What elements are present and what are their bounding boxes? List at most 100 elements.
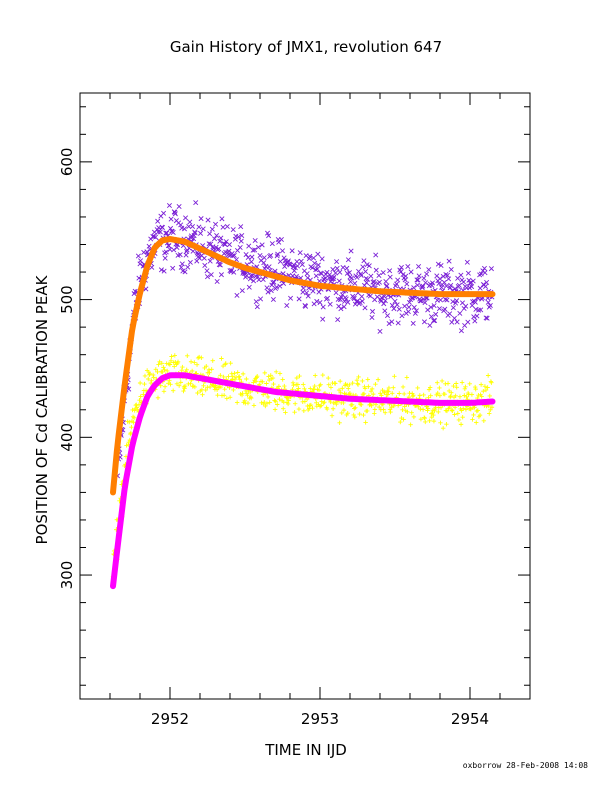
- series-1-point: [439, 378, 445, 384]
- series-0-point: [250, 247, 256, 253]
- series-0-point: [394, 302, 400, 308]
- series-1-point: [400, 384, 406, 390]
- series-0-point: [190, 248, 196, 254]
- series-1-point: [131, 415, 137, 420]
- series-1-point: [188, 359, 194, 364]
- series-0-point: [239, 288, 245, 294]
- series-0-point: [237, 244, 243, 250]
- series-1-point: [345, 411, 350, 416]
- series-0-point: [484, 279, 490, 285]
- series-0-point: [384, 283, 390, 289]
- series-1-point: [267, 400, 272, 405]
- series-1-point: [437, 393, 443, 398]
- series-0-point: [458, 272, 464, 278]
- series-0-point: [405, 263, 411, 269]
- series-1-point: [150, 372, 156, 378]
- series-0-point: [178, 264, 184, 270]
- series-0-point: [428, 304, 434, 310]
- x-tick-label: 2953: [301, 710, 339, 728]
- series-1-point: [209, 367, 214, 372]
- series-0-point: [312, 260, 318, 266]
- series-0-point: [485, 299, 491, 305]
- series-1-point: [352, 406, 357, 411]
- series-1-point: [366, 384, 371, 389]
- series-0-point: [135, 253, 141, 259]
- series-1-point: [167, 362, 173, 367]
- series-1-point: [162, 367, 167, 373]
- series-0-point: [488, 266, 494, 272]
- series-0-point: [231, 252, 237, 258]
- series-1-point: [422, 415, 427, 421]
- series-1-point: [265, 394, 271, 400]
- series-0-point: [394, 281, 400, 287]
- series-0-point: [369, 308, 376, 314]
- series-1-point: [365, 408, 370, 414]
- series-1-point: [467, 381, 472, 387]
- series-1-point: [428, 393, 433, 398]
- series-1-point: [417, 393, 423, 398]
- series-0-point: [270, 296, 276, 303]
- series-1-point: [184, 367, 189, 373]
- series-1-point: [340, 386, 345, 391]
- series-1-point: [367, 402, 372, 408]
- series-0-point: [288, 295, 294, 301]
- y-axis-label: POSITION OF Cd CALIBRATION PEAK: [33, 274, 51, 544]
- series-0-point: [403, 273, 409, 279]
- series-1-point: [339, 410, 344, 416]
- series-0-point: [303, 303, 309, 309]
- series-0-point: [352, 280, 358, 286]
- series-1-point: [290, 380, 296, 386]
- series-0-point: [417, 298, 423, 304]
- series-0-point: [336, 278, 342, 284]
- series-1-point: [301, 408, 307, 414]
- series-1-point: [382, 410, 388, 415]
- series-1-point: [346, 386, 351, 391]
- series-1-point: [185, 353, 190, 358]
- series-0-point: [161, 268, 167, 274]
- series-0-point: [432, 318, 438, 324]
- series-0-point: [246, 284, 252, 290]
- series-1-point: [471, 412, 476, 418]
- series-0-point: [408, 269, 414, 275]
- series-0-point: [373, 252, 379, 258]
- series-1-point: [251, 380, 256, 385]
- series-1-point: [130, 414, 136, 419]
- series-0-point: [458, 328, 464, 334]
- series-0-point: [254, 304, 260, 310]
- series-0-point: [217, 262, 223, 268]
- series-0-point: [239, 233, 245, 239]
- series-0-point: [461, 305, 467, 311]
- series-1-point: [375, 377, 381, 382]
- series-0-point: [483, 315, 489, 321]
- series-0-point: [354, 298, 361, 304]
- series-0-point: [341, 304, 347, 310]
- series-0-point: [319, 271, 325, 277]
- series-1-point: [404, 375, 410, 380]
- series-1-point: [162, 384, 168, 389]
- series-0-point: [426, 267, 432, 273]
- series-0-point: [269, 241, 275, 247]
- series-1-point: [347, 390, 353, 396]
- series-1-point: [231, 387, 236, 393]
- series-0-point: [230, 253, 236, 259]
- series-1-point: [460, 415, 465, 420]
- series-1-point: [410, 393, 416, 399]
- series-1-point: [483, 387, 489, 393]
- series-0-point: [344, 265, 350, 271]
- series-0-point: [268, 288, 274, 294]
- series-1-point: [445, 381, 451, 386]
- y-tick-label: 500: [58, 285, 76, 314]
- series-1-point: [415, 385, 420, 391]
- series-0-point: [214, 233, 220, 239]
- series-0-point: [248, 259, 254, 265]
- series-0-point: [192, 230, 198, 236]
- series-0-point: [449, 319, 455, 325]
- series-0-point: [166, 203, 172, 209]
- series-0-point: [261, 260, 267, 266]
- series-1-point: [435, 390, 440, 396]
- series-0-point: [414, 282, 421, 288]
- series-1-point: [160, 369, 165, 375]
- series-1-point: [448, 393, 453, 399]
- series-0-point: [300, 289, 306, 295]
